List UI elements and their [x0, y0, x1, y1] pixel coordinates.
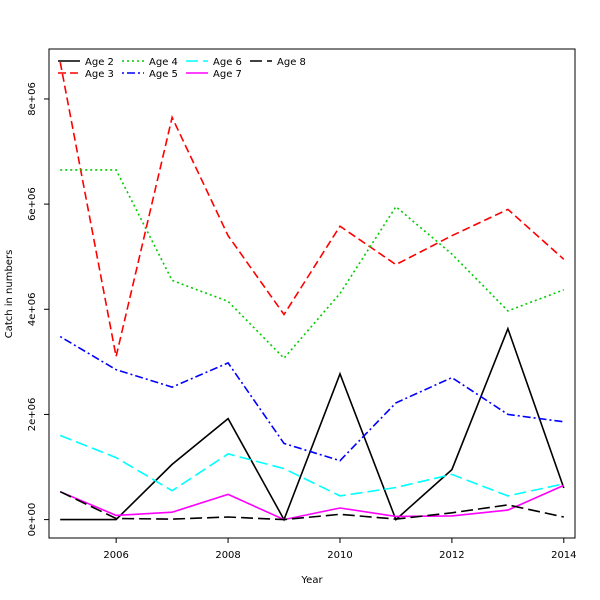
series-line-5 [59, 434, 564, 497]
legend-label: Age 4 [149, 57, 178, 68]
y-tick-label: 4e+06 [27, 292, 38, 326]
legend-label: Age 6 [213, 57, 242, 68]
y-tick-label: 2e+06 [27, 398, 38, 432]
legend-label: Age 2 [85, 57, 114, 68]
legend-label: Age 7 [213, 69, 242, 80]
series-line-4 [59, 335, 564, 462]
series-line-1 [60, 326, 565, 522]
y-axis-title: Catch in numbers [4, 250, 15, 339]
series-line-2 [59, 61, 565, 357]
x-tick-label: 2008 [215, 550, 240, 561]
legend-label: Age 3 [85, 69, 114, 80]
x-tick-label: 2006 [103, 550, 128, 561]
legend-label: Age 8 [277, 57, 306, 68]
x-tick-label: 2012 [439, 550, 464, 561]
series-line-3 [60, 169, 565, 360]
y-tick-label: 6e+06 [27, 187, 38, 221]
y-tick-label: 0e+00 [27, 503, 38, 537]
y-axis: 0e+00 2e+06 4e+06 6e+06 8e+06 [27, 82, 49, 536]
x-axis: 2006 2008 2010 2012 2014 [103, 538, 577, 561]
series-line-6 [59, 484, 565, 521]
series-layer [59, 61, 565, 522]
y-tick-label: 8e+06 [27, 82, 38, 116]
series-line-7 [59, 490, 564, 521]
legend-label: Age 5 [149, 69, 178, 80]
plot-frame [48, 48, 576, 539]
x-tick-label: 2010 [327, 550, 352, 561]
x-axis-title: Year [300, 575, 323, 586]
x-tick-label: 2014 [551, 550, 576, 561]
